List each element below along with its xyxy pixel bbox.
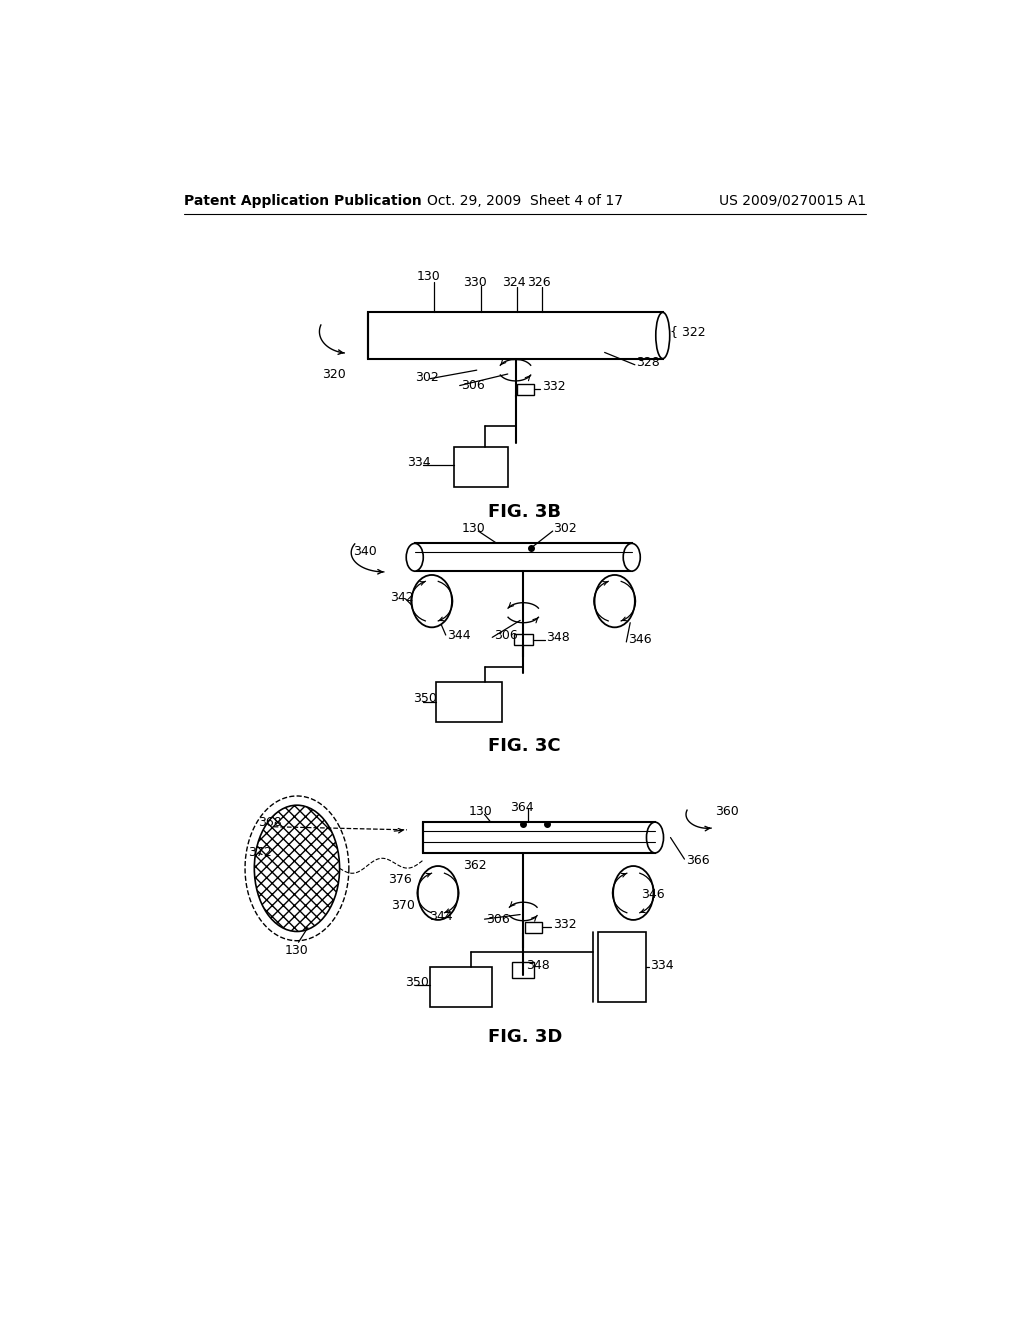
Bar	[430, 966, 493, 1007]
Text: Patent Application Publication: Patent Application Publication	[183, 194, 422, 207]
Bar	[415, 544, 632, 572]
Text: 334: 334	[407, 455, 431, 469]
Text: 130: 130	[417, 271, 440, 282]
Text: 368: 368	[258, 816, 282, 829]
Text: 340: 340	[352, 545, 377, 557]
Ellipse shape	[595, 576, 635, 627]
Text: 342: 342	[390, 591, 414, 603]
Text: 326: 326	[527, 276, 551, 289]
Bar	[369, 313, 663, 359]
Bar	[369, 335, 663, 359]
Text: FIG. 3C: FIG. 3C	[488, 738, 561, 755]
Text: 328: 328	[636, 356, 660, 370]
Text: 350: 350	[406, 975, 429, 989]
Bar	[517, 384, 535, 395]
Ellipse shape	[624, 544, 640, 572]
Ellipse shape	[407, 544, 423, 572]
Text: 320: 320	[322, 367, 345, 380]
Text: 348: 348	[526, 960, 550, 973]
Text: 324: 324	[502, 276, 525, 289]
Text: 130: 130	[285, 944, 309, 957]
Text: 350: 350	[414, 693, 437, 705]
Ellipse shape	[646, 822, 664, 853]
Text: FIG. 3D: FIG. 3D	[487, 1028, 562, 1047]
Ellipse shape	[655, 313, 670, 359]
Text: 332: 332	[553, 917, 577, 931]
Text: 306: 306	[494, 630, 517, 643]
Ellipse shape	[418, 866, 458, 920]
Ellipse shape	[412, 576, 452, 627]
Text: { 322: { 322	[671, 325, 707, 338]
Text: 302: 302	[553, 521, 577, 535]
Bar	[454, 447, 508, 487]
Text: 344: 344	[447, 630, 471, 643]
Text: 346: 346	[641, 887, 665, 900]
Text: 346: 346	[628, 634, 651, 647]
Text: 130: 130	[469, 805, 493, 818]
Text: 370: 370	[391, 899, 416, 912]
Text: 372: 372	[248, 846, 272, 859]
Text: 306: 306	[461, 379, 485, 392]
Text: 306: 306	[486, 912, 510, 925]
Text: 130: 130	[462, 521, 485, 535]
Ellipse shape	[613, 866, 653, 920]
Text: FIG. 3B: FIG. 3B	[488, 503, 561, 521]
Bar	[423, 822, 655, 853]
Text: 376: 376	[388, 874, 412, 887]
Text: 332: 332	[542, 380, 565, 393]
Text: Oct. 29, 2009  Sheet 4 of 17: Oct. 29, 2009 Sheet 4 of 17	[427, 194, 623, 207]
Text: 302: 302	[415, 371, 438, 384]
Text: 366: 366	[686, 854, 710, 867]
Text: 348: 348	[547, 631, 570, 644]
Text: 334: 334	[650, 958, 674, 972]
Bar	[514, 635, 532, 645]
Bar	[512, 962, 535, 978]
Bar	[436, 682, 502, 722]
Text: 330: 330	[463, 276, 487, 289]
Bar	[524, 923, 542, 933]
Bar	[598, 932, 646, 1002]
Bar	[369, 313, 663, 335]
Text: 360: 360	[716, 805, 739, 818]
Text: 362: 362	[463, 859, 486, 873]
Text: 364: 364	[510, 801, 534, 814]
Ellipse shape	[254, 805, 340, 932]
Text: 344: 344	[429, 911, 453, 924]
Text: US 2009/0270015 A1: US 2009/0270015 A1	[719, 194, 866, 207]
